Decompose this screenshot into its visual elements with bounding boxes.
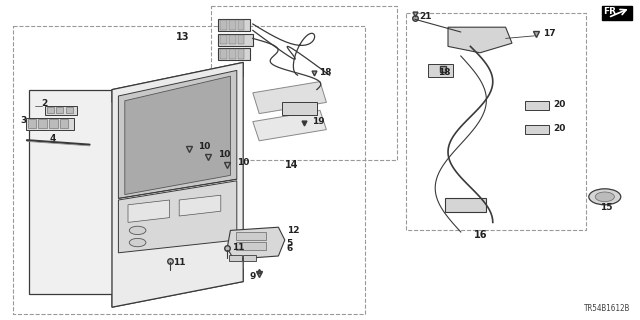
Polygon shape <box>448 27 512 53</box>
Bar <box>218 19 250 31</box>
Bar <box>229 255 242 261</box>
Bar <box>218 34 253 46</box>
Bar <box>220 49 227 59</box>
Bar <box>406 13 586 230</box>
Text: 5: 5 <box>287 239 293 248</box>
Polygon shape <box>602 6 632 20</box>
Circle shape <box>595 192 614 202</box>
Bar <box>428 64 453 77</box>
Bar <box>445 198 486 212</box>
Text: 11: 11 <box>232 243 244 252</box>
Polygon shape <box>128 200 170 222</box>
Text: 10: 10 <box>218 150 230 159</box>
Polygon shape <box>253 110 326 141</box>
Polygon shape <box>112 269 243 307</box>
Bar <box>238 49 244 59</box>
Bar <box>525 125 549 134</box>
Bar <box>238 35 244 44</box>
Text: 20: 20 <box>554 100 566 108</box>
Text: 14: 14 <box>285 160 298 170</box>
Bar <box>229 35 236 44</box>
Bar <box>229 20 236 30</box>
Bar <box>229 49 236 59</box>
Text: 15: 15 <box>600 203 613 212</box>
Bar <box>218 48 250 60</box>
Bar <box>38 119 47 128</box>
Bar <box>60 119 68 128</box>
Text: 17: 17 <box>543 29 556 38</box>
Bar <box>220 20 227 30</box>
Bar <box>220 35 227 44</box>
Bar <box>236 242 266 250</box>
Bar <box>525 101 549 110</box>
Bar <box>238 20 244 30</box>
Text: TR54B1612B: TR54B1612B <box>584 304 630 313</box>
Bar <box>13 26 365 314</box>
Text: 4: 4 <box>50 134 56 143</box>
Bar <box>282 102 317 115</box>
Polygon shape <box>227 227 285 259</box>
Polygon shape <box>179 195 221 216</box>
Text: 18: 18 <box>319 68 332 76</box>
Text: FR.: FR. <box>604 7 620 16</box>
Text: 13: 13 <box>176 32 189 42</box>
Text: 19: 19 <box>312 117 324 126</box>
Text: 3: 3 <box>20 116 27 124</box>
Text: 12: 12 <box>287 226 300 235</box>
Polygon shape <box>112 62 243 307</box>
Text: 11: 11 <box>173 258 186 267</box>
Text: 2: 2 <box>42 99 48 108</box>
Text: 9: 9 <box>250 272 256 281</box>
Text: 20: 20 <box>554 124 566 132</box>
Text: 18: 18 <box>438 68 451 76</box>
Polygon shape <box>253 82 326 114</box>
Polygon shape <box>125 76 230 195</box>
Text: 16: 16 <box>474 230 487 240</box>
Polygon shape <box>112 62 243 102</box>
Bar <box>47 107 54 113</box>
Bar <box>66 107 73 113</box>
Circle shape <box>129 238 146 247</box>
Bar <box>211 6 397 160</box>
Bar <box>243 255 256 261</box>
Bar <box>56 107 63 113</box>
Polygon shape <box>118 70 237 198</box>
Bar <box>28 119 36 128</box>
Text: 21: 21 <box>419 12 432 21</box>
Bar <box>236 232 266 240</box>
Text: 10: 10 <box>237 158 249 167</box>
Circle shape <box>129 226 146 235</box>
Polygon shape <box>118 181 237 253</box>
Circle shape <box>589 189 621 205</box>
Bar <box>45 106 77 115</box>
Polygon shape <box>29 90 112 294</box>
Bar <box>49 119 58 128</box>
Text: 10: 10 <box>198 142 211 151</box>
Text: 6: 6 <box>287 244 293 253</box>
Bar <box>26 118 74 130</box>
